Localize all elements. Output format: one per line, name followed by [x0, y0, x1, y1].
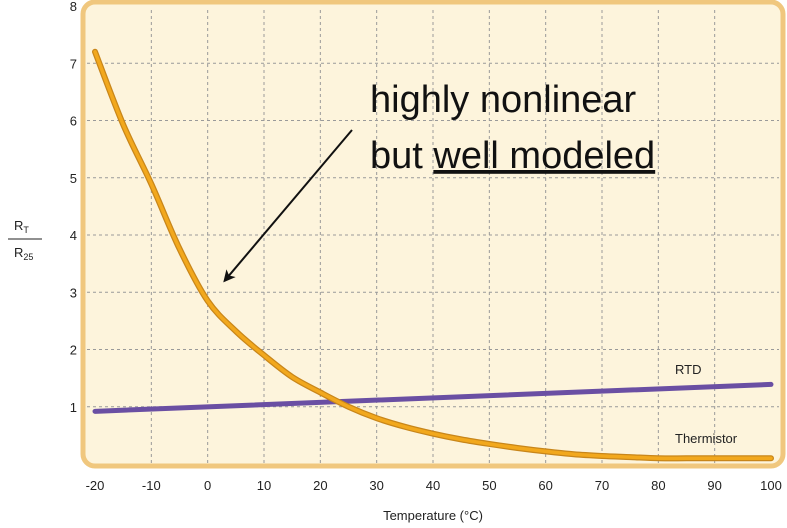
thermistor-curve [93, 50, 773, 461]
series-layer [92, 48, 774, 462]
x-tick-label: 80 [651, 478, 665, 493]
x-tick-label: 70 [595, 478, 609, 493]
annotation-line-1: highly nonlinear [370, 79, 637, 121]
y-label-numerator: RT [14, 218, 29, 235]
y-tick-label: 2 [70, 343, 77, 358]
y-axis-ticks: 1 2 3 4 5 6 7 8 [70, 0, 77, 415]
annotation-arrow [223, 129, 353, 283]
y-tick-label: 7 [70, 56, 77, 71]
rtd-line [92, 381, 774, 414]
x-axis-ticks: -20 -10 0 10 20 30 40 50 60 70 80 90 100 [86, 478, 782, 493]
series-label-thermistor: Thermistor [675, 431, 738, 446]
y-axis-label: RT R25 [8, 218, 42, 262]
x-tick-label: 50 [482, 478, 496, 493]
x-tick-label: 30 [369, 478, 383, 493]
x-tick-label: -10 [142, 478, 161, 493]
x-tick-label: 10 [257, 478, 271, 493]
x-tick-label: -20 [86, 478, 105, 493]
x-tick-label: 40 [426, 478, 440, 493]
x-tick-label: 90 [707, 478, 721, 493]
y-tick-label: 8 [70, 0, 77, 14]
x-tick-label: 60 [538, 478, 552, 493]
y-tick-label: 6 [70, 114, 77, 129]
annotation-line-2: but well modeled [370, 135, 655, 177]
series-label-rtd: RTD [675, 362, 701, 377]
x-tick-label: 0 [204, 478, 211, 493]
y-label-denominator: R25 [14, 245, 33, 262]
annotation: highly nonlinear but well modeled [223, 79, 655, 283]
x-axis-label: Temperature (°C) [383, 508, 483, 523]
y-tick-label: 5 [70, 171, 77, 186]
x-tick-label: 20 [313, 478, 327, 493]
y-tick-label: 4 [70, 228, 77, 243]
y-tick-label: 1 [70, 400, 77, 415]
x-tick-label: 100 [760, 478, 782, 493]
y-tick-label: 3 [70, 285, 77, 300]
